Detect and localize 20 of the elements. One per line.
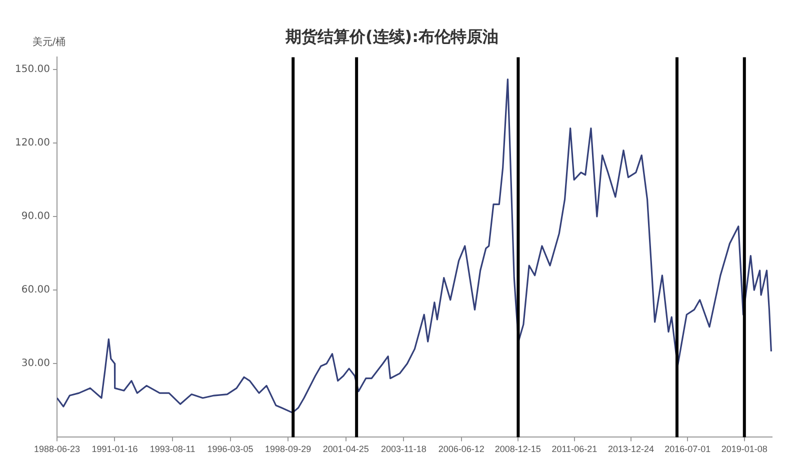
- x-tick-label: 1998-09-29: [265, 444, 312, 454]
- y-tick-label: 120.00: [14, 138, 50, 149]
- y-tick-label: 60.00: [21, 284, 50, 296]
- x-tick-label: 2001-04-25: [322, 444, 369, 454]
- x-tick-label: 1988-06-23: [34, 444, 80, 454]
- x-tick-label: 1993-08-11: [150, 444, 196, 454]
- x-tick-label: 2003-11-18: [380, 444, 426, 454]
- x-tick-label: 2013-12-24: [608, 444, 654, 454]
- y-tick-label: 150.00: [14, 64, 50, 76]
- y-axis-title: 美元/桶: [32, 36, 66, 48]
- x-tick-label: 1991-01-16: [92, 444, 138, 454]
- x-tick-label: 1996-03-05: [207, 444, 254, 454]
- x-tick-label: 2019-01-08: [721, 444, 768, 454]
- y-tick-label: 30.00: [21, 358, 50, 370]
- x-tick-label: 2016-07-01: [664, 444, 711, 454]
- x-tick-label: 2011-06-21: [552, 444, 598, 454]
- chart-title: 期货结算价(连续):布伦特原油: [284, 26, 499, 46]
- y-tick-label: 90.00: [21, 211, 50, 222]
- x-tick-label: 2008-12-15: [494, 444, 541, 454]
- x-tick-label: 2006-06-12: [438, 444, 484, 454]
